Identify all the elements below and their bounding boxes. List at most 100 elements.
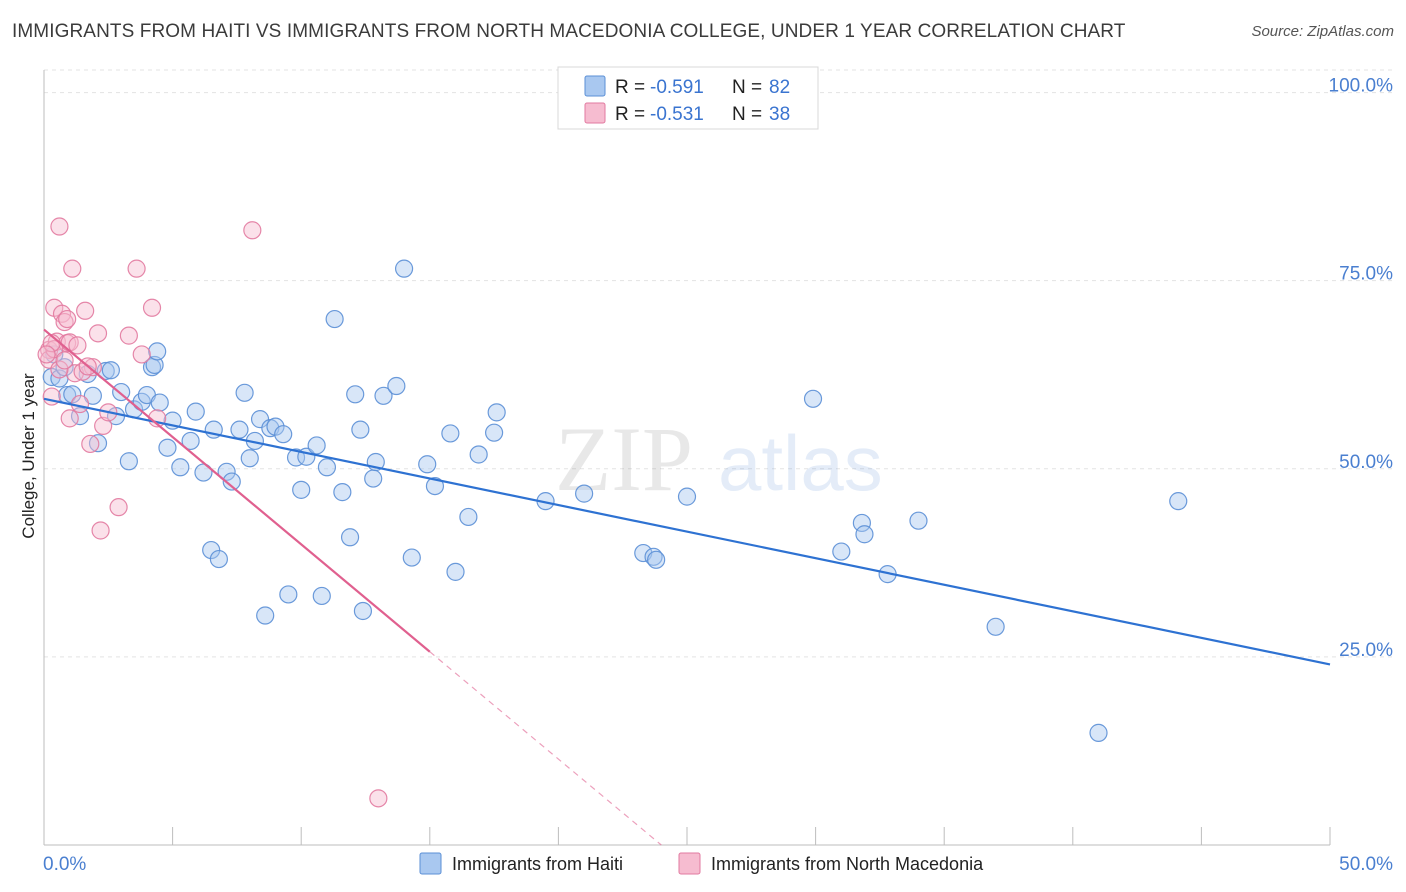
haiti-point-81 [986,617,1005,636]
macedonia-point-27 [243,221,262,240]
y-axis-label: College, Under 1 year [19,373,38,539]
haiti-point-68 [487,403,506,422]
haiti-point-57 [374,386,393,405]
haiti-point-55 [364,469,383,488]
legend-n-value-haiti: 82 [769,77,790,98]
haiti-point-73 [647,550,666,569]
macedonia-point-32 [58,309,77,329]
haiti-point-22 [158,438,177,457]
y-tick-label-50: 50.0% [1339,452,1393,473]
haiti-point-44 [292,480,311,499]
macedonia-point-25 [142,298,162,317]
haiti-point-14 [119,452,138,471]
haiti-point-78 [855,525,874,544]
macedonia-point-8 [60,409,79,428]
y-tick-label-100: 100.0% [1329,76,1394,97]
haiti-point-77 [852,513,871,533]
haiti-point-65 [459,507,478,527]
macedonia-point-17 [88,324,108,343]
haiti-point-41 [274,425,293,444]
haiti-point-47 [312,586,331,606]
haiti-point-67 [485,423,504,442]
haiti-point-37 [250,410,270,429]
haiti-point-52 [346,385,365,404]
haiti-point-53 [351,420,370,439]
watermark-atlas: atlas [718,419,883,507]
macedonia-point-14 [76,301,95,320]
macedonia-point-6 [55,312,74,332]
legend-n-value-macedonia: 38 [769,104,790,125]
macedonia-point-22 [119,326,138,345]
bottom-legend-label-haiti: Immigrants from Haiti [452,854,623,874]
haiti-point-70 [575,484,594,503]
watermark-zip: ZIP [555,408,693,510]
haiti-point-25 [181,431,200,451]
macedonia-trend-line-extension [429,651,662,846]
haiti-point-51 [340,528,360,547]
legend-r-value-macedonia: -0.531 [650,104,704,125]
macedonia-point-15 [81,434,100,454]
haiti-point-74 [677,487,697,506]
macedonia-point-36 [37,345,56,364]
haiti-point-5 [63,385,82,404]
haiti-point-66 [469,445,488,464]
haiti-point-34 [235,383,254,402]
haiti-point-35 [240,449,259,468]
haiti-point-75 [803,389,823,408]
macedonia-point-4 [50,217,69,236]
haiti-point-59 [394,259,414,278]
macedonia-point-31 [50,360,69,379]
haiti-point-38 [256,606,275,625]
haiti-point-20 [148,342,167,361]
haiti-point-76 [832,542,851,561]
haiti-point-46 [307,436,326,455]
haiti-point-11 [101,361,120,380]
haiti-point-24 [171,458,190,477]
legend-r-value-haiti: -0.591 [650,77,704,98]
haiti-point-80 [909,511,928,530]
y-tick-labels: 25.0% 50.0% 75.0% 100.0% [1329,76,1394,661]
haiti-point-82 [1089,723,1108,742]
haiti-point-8 [83,386,102,405]
legend-n-label-haiti: N = [732,77,762,98]
haiti-point-83 [1169,492,1188,511]
trend-lines [43,328,1331,846]
haiti-point-60 [402,548,421,567]
bottom-legend-swatch-macedonia [678,852,701,875]
legend-swatch-macedonia [584,102,606,124]
chart-title: IMMIGRANTS FROM HAITI VS IMMIGRANTS FROM… [12,21,1126,42]
macedonia-point-10 [63,259,82,278]
macedonia-point-16 [83,358,102,377]
legend-r-label-haiti: R = [615,77,645,98]
haiti-point-30 [209,549,228,569]
legend-swatch-haiti [584,75,606,97]
macedonia-point-12 [68,336,87,355]
haiti-trend-line [43,397,1331,666]
haiti-point-63 [441,424,460,443]
data-points [37,217,1188,808]
y-tick-label-75: 75.0% [1339,264,1393,285]
chart-source: Source: ZipAtlas.com [1251,23,1394,40]
gridlines [43,69,1392,845]
axes [43,70,1330,846]
x-tick-label-max: 50.0% [1339,854,1393,875]
haiti-point-54 [353,601,373,621]
haiti-point-50 [333,483,352,502]
haiti-point-64 [446,562,465,581]
haiti-point-72 [644,547,663,566]
haiti-point-49 [325,309,344,329]
haiti-point-40 [266,417,285,436]
macedonia-point-28 [369,789,388,808]
legend-n-label-macedonia: N = [732,104,762,125]
haiti-point-21 [150,393,169,412]
haiti-point-26 [186,402,205,421]
y-tick-label-25: 25.0% [1339,640,1393,661]
haiti-point-9 [88,434,108,453]
macedonia-point-18 [91,521,110,540]
macedonia-point-24 [132,345,151,364]
haiti-point-33 [230,420,249,439]
series-legend: Immigrants from Haiti Immigrants from No… [419,852,984,875]
bottom-legend-label-macedonia: Immigrants from North Macedonia [711,854,984,874]
haiti-point-48 [317,458,337,477]
haiti-point-58 [387,376,406,396]
